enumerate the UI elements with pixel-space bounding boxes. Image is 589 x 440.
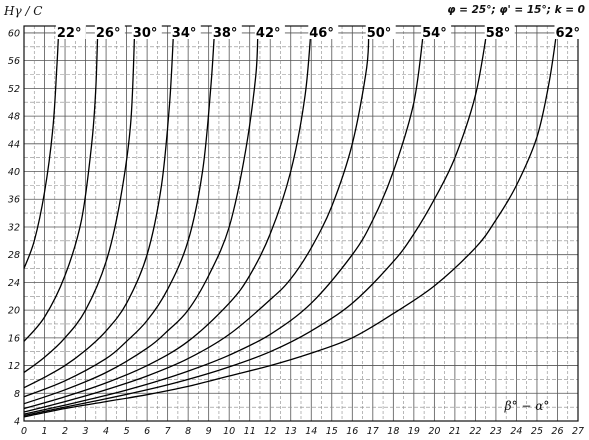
curve-label-background <box>554 25 585 39</box>
curve-label-background <box>365 25 396 39</box>
x-tick-label: 8 <box>185 426 191 437</box>
axes: 0 1 2 3 4 5 6 7 8 9 10 11 12 13 14 15 16 17 18 19 20 21 22 23 24… <box>8 25 584 437</box>
curve-label-22: 22° <box>57 26 82 41</box>
y-tick-label: 52 <box>8 84 20 95</box>
y-tick-label: 36 <box>8 195 20 206</box>
x-tick-label: 19 <box>408 426 420 437</box>
curve-label-background <box>55 25 86 39</box>
x-tick-label: 7 <box>165 426 171 437</box>
x-tick-label: 24 <box>510 426 522 437</box>
x-tick-label: 25 <box>531 426 543 437</box>
curves: 22° 26° 30° 34° 38° 42° 46° 50° 54° 58° 62° <box>23 25 585 418</box>
curve-label-background <box>94 25 125 39</box>
x-tick-label: 3 <box>83 426 89 437</box>
curve-label-30: 30° <box>133 26 158 41</box>
y-tick-label: 4 <box>14 417 20 428</box>
y-tick-label: 24 <box>8 278 20 289</box>
y-tick-label: 28 <box>8 250 20 261</box>
labels: Hγ / C φ = 25°; φ' = 15°; k = 0 β° − α° <box>3 4 585 413</box>
x-tick-label: 2 <box>62 426 68 437</box>
x-tick-label: 12 <box>264 426 276 437</box>
x-tick-label: 15 <box>326 426 338 437</box>
curve-label-background <box>170 25 201 39</box>
x-tick-label: 13 <box>285 426 297 437</box>
curve-22 <box>23 25 60 269</box>
x-tick-label: 21 <box>449 426 461 437</box>
curve-label-54: 54° <box>422 26 447 41</box>
x-tick-label: 9 <box>206 426 212 437</box>
x-tick-label: 5 <box>124 426 130 437</box>
curve-label-46: 46° <box>309 26 334 41</box>
curve-34 <box>23 25 175 389</box>
curve-42 <box>23 25 259 405</box>
curve-label-62: 62° <box>555 26 580 41</box>
x-tick-label: 1 <box>41 426 47 437</box>
curve-label-42: 42° <box>256 26 281 41</box>
x-tick-label: 27 <box>572 426 584 437</box>
y-tick-label: 60 <box>8 28 20 39</box>
x-tick-label: 20 <box>428 426 440 437</box>
x-tick-label: 6 <box>144 426 150 437</box>
curve-label-50: 50° <box>367 26 392 41</box>
x-tick-label: 11 <box>244 426 256 437</box>
curve-label-26: 26° <box>96 26 121 41</box>
y-tick-label: 32 <box>8 222 20 233</box>
curve-50 <box>23 25 370 413</box>
x-tick-label: 26 <box>551 426 563 437</box>
x-tick-label: 16 <box>346 426 358 437</box>
curve-label-background <box>421 25 452 39</box>
x-tick-label: 23 <box>490 426 502 437</box>
grid <box>23 26 579 422</box>
curve-46 <box>23 25 312 410</box>
curve-label-34: 34° <box>172 26 197 41</box>
curve-54 <box>23 25 425 415</box>
x-tick-label: 0 <box>21 426 27 437</box>
x-tick-label: 18 <box>387 426 399 437</box>
curve-38 <box>23 25 216 398</box>
curve-30 <box>23 25 136 374</box>
y-tick-label: 12 <box>8 361 20 372</box>
y-tick-label: 56 <box>8 56 20 67</box>
x-tick-label: 14 <box>305 426 317 437</box>
curve-label-58: 58° <box>486 26 511 41</box>
curve-label-background <box>308 25 339 39</box>
y-tick-label: 20 <box>8 306 20 317</box>
curve-58 <box>23 25 489 417</box>
y-axis-label: Hγ / C <box>3 4 43 18</box>
y-tick-label: 8 <box>14 389 20 400</box>
x-tick-label: 4 <box>103 426 109 437</box>
y-tick-label: 16 <box>8 333 20 344</box>
curve-label-background <box>211 25 242 39</box>
y-tick-label: 40 <box>8 167 20 178</box>
x-axis-label: β° − α° <box>504 399 550 413</box>
curve-label-38: 38° <box>213 26 238 41</box>
curve-62 <box>23 25 559 418</box>
x-tick-label: 22 <box>469 426 481 437</box>
x-tick-label: 10 <box>223 426 235 437</box>
x-tick-label: 17 <box>367 426 379 437</box>
curve-label-background <box>484 25 515 39</box>
curve-label-background <box>254 25 285 39</box>
plot-frame <box>23 25 579 422</box>
y-tick-label: 44 <box>8 139 20 150</box>
curve-26 <box>23 25 99 342</box>
parameters-label: φ = 25°; φ' = 15°; k = 0 <box>447 4 585 16</box>
y-tick-label: 48 <box>8 112 20 123</box>
curve-label-background <box>131 25 162 39</box>
